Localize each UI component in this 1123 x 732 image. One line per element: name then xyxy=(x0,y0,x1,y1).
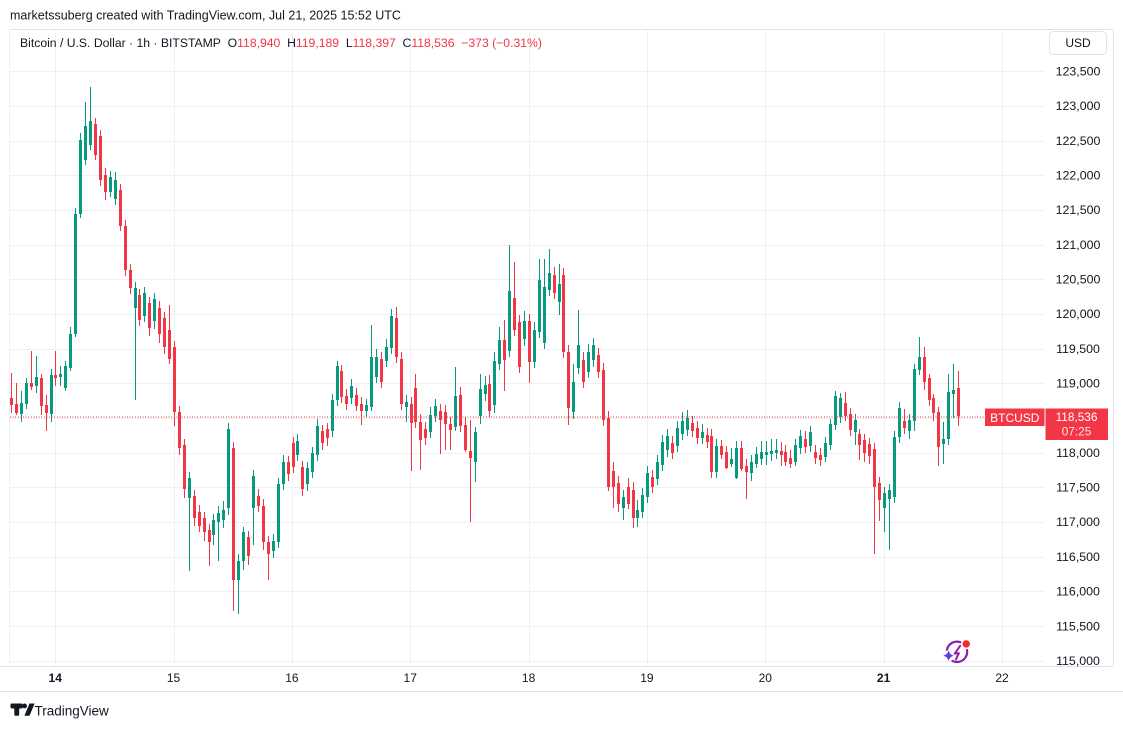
svg-text:19: 19 xyxy=(640,671,654,685)
svg-text:120,500: 120,500 xyxy=(1056,273,1101,287)
svg-text:115,000: 115,000 xyxy=(1056,654,1100,668)
svg-text:USD: USD xyxy=(1065,36,1091,50)
svg-text:118,000: 118,000 xyxy=(1056,446,1100,460)
svg-text:118,536: 118,536 xyxy=(1056,410,1098,424)
svg-text:116,500: 116,500 xyxy=(1056,550,1100,564)
svg-text:120,000: 120,000 xyxy=(1056,307,1101,321)
svg-text:119,500: 119,500 xyxy=(1056,342,1100,356)
svg-text:17: 17 xyxy=(404,671,418,685)
svg-text:21: 21 xyxy=(877,671,891,685)
svg-text:122,000: 122,000 xyxy=(1056,168,1101,182)
svg-text:16: 16 xyxy=(285,671,299,685)
svg-text:117,500: 117,500 xyxy=(1056,481,1100,495)
svg-text:123,000: 123,000 xyxy=(1056,99,1101,113)
svg-text:22: 22 xyxy=(995,671,1009,685)
svg-text:117,000: 117,000 xyxy=(1056,515,1100,529)
svg-text:18: 18 xyxy=(522,671,536,685)
svg-text:121,500: 121,500 xyxy=(1056,203,1101,217)
svg-text:14: 14 xyxy=(49,671,63,685)
svg-text:122,500: 122,500 xyxy=(1056,134,1101,148)
svg-text:20: 20 xyxy=(759,671,773,685)
svg-text:15: 15 xyxy=(167,671,181,685)
svg-text:119,000: 119,000 xyxy=(1056,377,1100,391)
svg-text:07:25: 07:25 xyxy=(1062,424,1092,438)
svg-text:Bitcoin / U.S. Dollar · 1h · B: Bitcoin / U.S. Dollar · 1h · BITSTAMP O1… xyxy=(20,36,542,50)
svg-text:BTCUSD: BTCUSD xyxy=(990,411,1040,425)
svg-text:115,500: 115,500 xyxy=(1056,619,1100,633)
svg-text:TradingView: TradingView xyxy=(35,704,110,719)
svg-text:116,000: 116,000 xyxy=(1056,585,1100,599)
svg-text:121,000: 121,000 xyxy=(1056,238,1101,252)
svg-text:marketssuberg created with Tra: marketssuberg created with TradingView.c… xyxy=(10,9,401,23)
svg-text:123,500: 123,500 xyxy=(1056,64,1101,78)
